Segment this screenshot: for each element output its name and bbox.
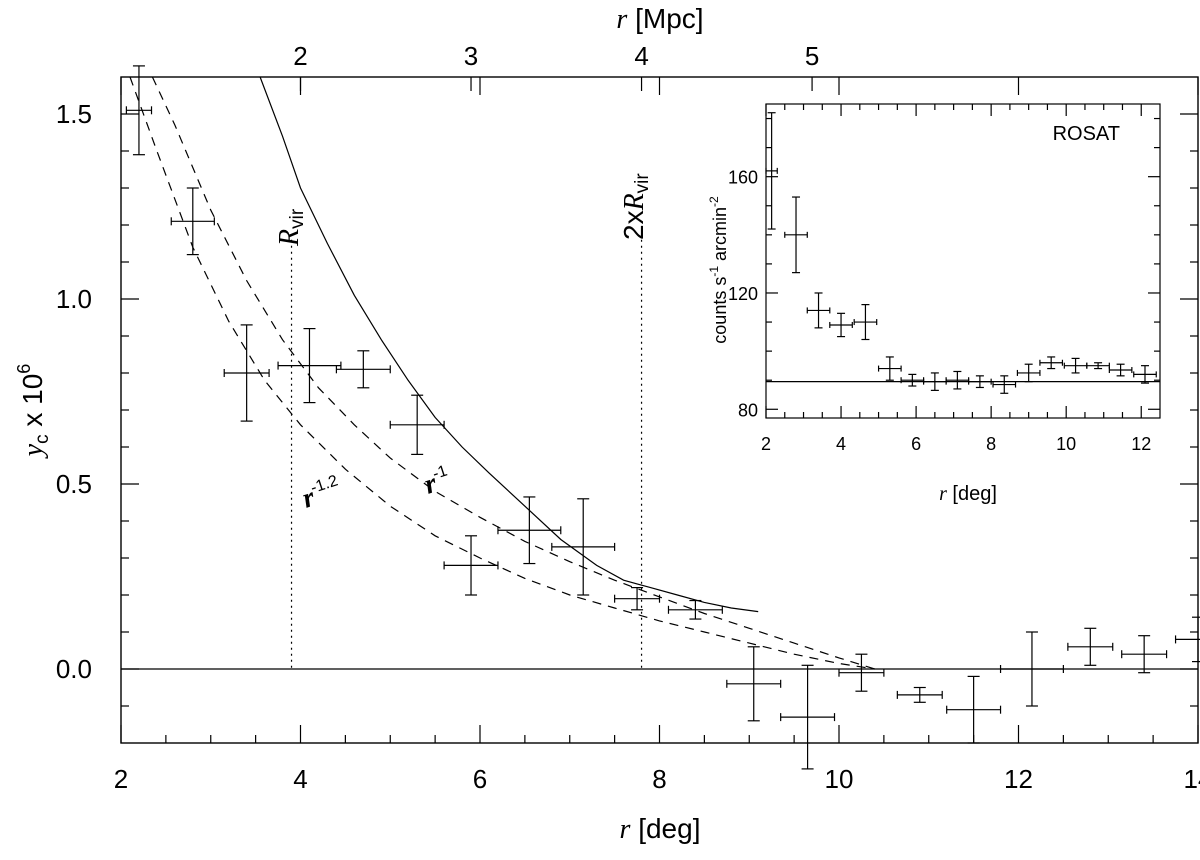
data-point [838, 653, 885, 692]
model-r-minus-1-2-curve [129, 76, 875, 670]
inset-x-tick-label: 4 [836, 434, 846, 454]
inset-x-tick-label: 6 [911, 434, 921, 454]
inset-data-point [853, 304, 878, 341]
data-point [223, 324, 270, 422]
inset-data-point [765, 112, 778, 230]
data-point [1174, 616, 1200, 663]
r-minus-1-2-label: r-1.2 [298, 472, 345, 514]
main-y-tick-label: 1.0 [56, 284, 92, 314]
main-x-tick-label: 6 [473, 764, 487, 794]
main-y-tick-label: 0.5 [56, 469, 92, 499]
data-point [667, 599, 723, 620]
main-x-tick-label: 4 [293, 764, 307, 794]
inset-plot: 2 4 6 8 10 12 80 120 160 [728, 103, 1161, 454]
main-x-axis-title: r [deg] [620, 813, 701, 845]
inset-data-point [1016, 363, 1041, 383]
data-point [551, 498, 616, 596]
inset-data-point [922, 372, 947, 391]
inset-data-point [877, 356, 902, 381]
inset-data-point [829, 312, 853, 338]
main-top-tick-label: 4 [634, 41, 648, 71]
inset-data-point [806, 292, 831, 329]
model-r-minus-1-curve [151, 76, 876, 670]
data-point [443, 535, 499, 596]
data-point [780, 664, 836, 770]
main-y-axis-title: yc x 106 [14, 364, 53, 460]
main-x-tick-label: 12 [1004, 764, 1033, 794]
inset-title: ROSAT [1053, 123, 1120, 145]
data-point [125, 65, 153, 156]
main-plot: 2 4 6 8 10 12 14 2 3 4 5 0.0 0.5 1.0 1.5 [56, 41, 1200, 794]
data-point [1067, 627, 1114, 666]
inset-data-point [1039, 356, 1064, 370]
inset-y-tick-label: 120 [728, 284, 758, 304]
inset-frame [765, 103, 1161, 419]
data-point [896, 686, 943, 703]
inset-data-point [784, 196, 808, 274]
inset-data-point [1108, 363, 1133, 377]
inset-x-tick-label: 10 [1056, 434, 1076, 454]
inset-data-point [1133, 365, 1157, 384]
data-point [1121, 635, 1168, 674]
inset-x-tick-label: 2 [761, 434, 771, 454]
main-top-tick-label: 2 [293, 41, 307, 71]
main-y-tick-label: 1.5 [56, 99, 92, 129]
model-solid-curve [259, 76, 759, 613]
main-x-tick-label: 14 [1184, 764, 1200, 794]
main-top-tick-label: 3 [464, 41, 478, 71]
data-point [277, 328, 342, 404]
data-point [999, 631, 1064, 707]
inset-data-point [992, 375, 1017, 394]
inset-y-tick-label: 80 [738, 400, 758, 420]
data-point [335, 350, 391, 389]
inset-x-axis-title: r [deg] [939, 483, 997, 505]
main-top-tick-label: 5 [805, 41, 819, 71]
inset-x-tick-label: 12 [1131, 434, 1151, 454]
inset-y-axis-title: counts s-1 arcmin-2 [707, 196, 730, 344]
main-x-tick-label: 10 [825, 764, 854, 794]
data-point [614, 586, 661, 611]
main-x-tick-label: 2 [114, 764, 128, 794]
main-top-axis-title: r [Mpc] [616, 3, 703, 35]
r-minus-1-label: r-1 [420, 462, 454, 500]
inset-data-point [968, 375, 992, 389]
data-point [497, 496, 562, 565]
data-point [726, 646, 782, 722]
main-x-tick-label: 8 [652, 764, 666, 794]
main-y-tick-label: 0.0 [56, 654, 92, 684]
inset-data-point [900, 373, 925, 387]
two-rvir-label: 2xRvir [618, 173, 653, 240]
data-point [946, 675, 1002, 744]
rvir-label: Rvir [274, 208, 308, 247]
data-point [389, 394, 445, 455]
inset-y-tick-label: 160 [728, 168, 758, 188]
inset-x-tick-label: 8 [986, 434, 996, 454]
data-point [170, 187, 215, 256]
